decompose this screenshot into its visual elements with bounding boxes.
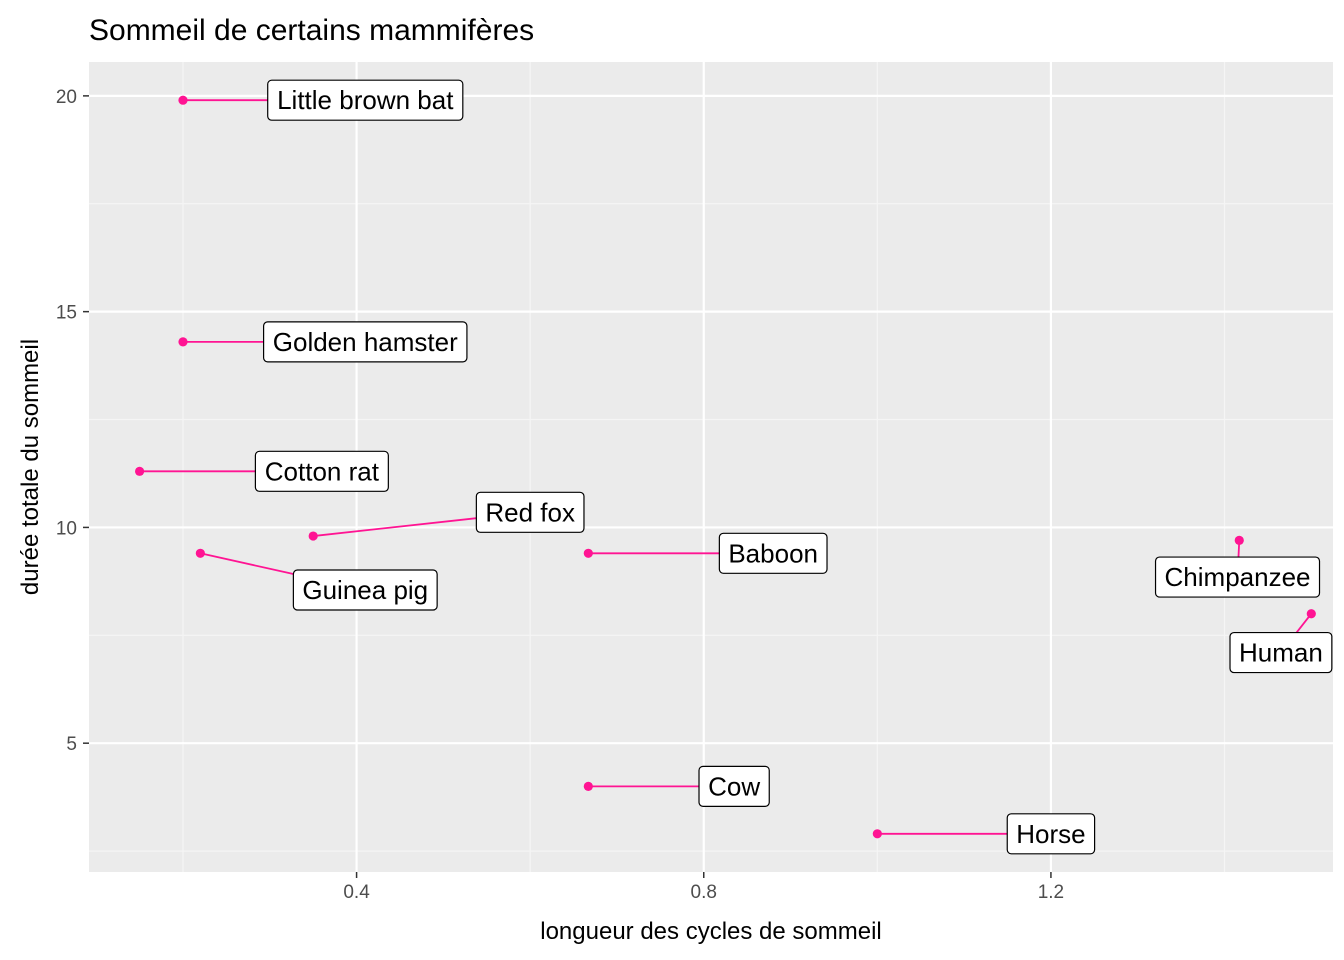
point-label: Little brown bat bbox=[267, 79, 464, 121]
data-point bbox=[195, 548, 205, 558]
point-label: Baboon bbox=[718, 532, 828, 574]
label-box bbox=[262, 321, 468, 363]
point-label-text: Red fox bbox=[485, 497, 575, 527]
label-leader-line bbox=[313, 517, 477, 537]
data-point bbox=[178, 95, 188, 105]
label-leader-line bbox=[200, 552, 294, 575]
data-point bbox=[583, 781, 593, 791]
point-label: Human bbox=[1229, 631, 1333, 674]
data-point bbox=[583, 548, 593, 558]
point-label: Cow bbox=[698, 765, 770, 807]
y-tick-label: 10 bbox=[56, 518, 77, 539]
point-label: Horse bbox=[1006, 813, 1096, 855]
label-box bbox=[292, 569, 438, 611]
x-tick-label: 0.8 bbox=[691, 882, 717, 903]
y-tick-label: 15 bbox=[56, 303, 77, 324]
point-label: Golden hamster bbox=[262, 321, 468, 363]
label-box bbox=[254, 450, 389, 492]
label-box bbox=[1229, 631, 1333, 674]
point-label: Red fox bbox=[475, 491, 585, 533]
point-label-text: Horse bbox=[1016, 819, 1085, 849]
point-label: Chimpanzee bbox=[1154, 556, 1321, 598]
y-axis-title: durée totale du sommeil bbox=[17, 339, 44, 595]
major-gridlines bbox=[89, 62, 1333, 872]
x-tick-label: 0.4 bbox=[343, 882, 370, 903]
label-leader-lines bbox=[139, 99, 1313, 835]
data-point bbox=[872, 829, 882, 839]
point-label-text: Little brown bat bbox=[277, 85, 454, 115]
x-tick-label: 1.2 bbox=[1038, 882, 1064, 903]
point-label: Guinea pig bbox=[292, 569, 438, 611]
data-point bbox=[308, 531, 318, 541]
point-label-text: Baboon bbox=[728, 538, 818, 568]
point-label-text: Human bbox=[1239, 638, 1323, 668]
data-points bbox=[135, 95, 1316, 839]
data-point bbox=[1234, 535, 1244, 545]
chart-title: Sommeil de certains mammifères bbox=[89, 14, 534, 47]
label-box bbox=[698, 765, 770, 807]
point-label-text: Cotton rat bbox=[265, 456, 380, 486]
label-box bbox=[475, 491, 585, 533]
minor-gridlines bbox=[89, 62, 1333, 872]
label-box bbox=[1154, 556, 1321, 598]
point-label-text: Chimpanzee bbox=[1165, 562, 1311, 592]
label-box bbox=[267, 79, 464, 121]
point-label-text: Golden hamster bbox=[273, 327, 458, 357]
y-tick-label: 5 bbox=[66, 734, 77, 755]
x-axis-title: longueur des cycles de sommeil bbox=[540, 918, 882, 945]
data-point bbox=[135, 466, 145, 476]
y-tick-label: 20 bbox=[56, 87, 77, 108]
label-box bbox=[718, 532, 828, 574]
data-point bbox=[178, 337, 188, 347]
axis-ticks: 0.4 0.8 1.2 5 10 15 20 bbox=[56, 87, 1064, 903]
point-label-text: Cow bbox=[708, 771, 760, 801]
data-point bbox=[1306, 609, 1316, 619]
point-label: Cotton rat bbox=[254, 450, 389, 492]
point-label-text: Guinea pig bbox=[302, 575, 428, 605]
point-labels: Little brown bat Golden hamster Cotton rat… bbox=[254, 79, 1333, 855]
label-box bbox=[1006, 813, 1096, 855]
